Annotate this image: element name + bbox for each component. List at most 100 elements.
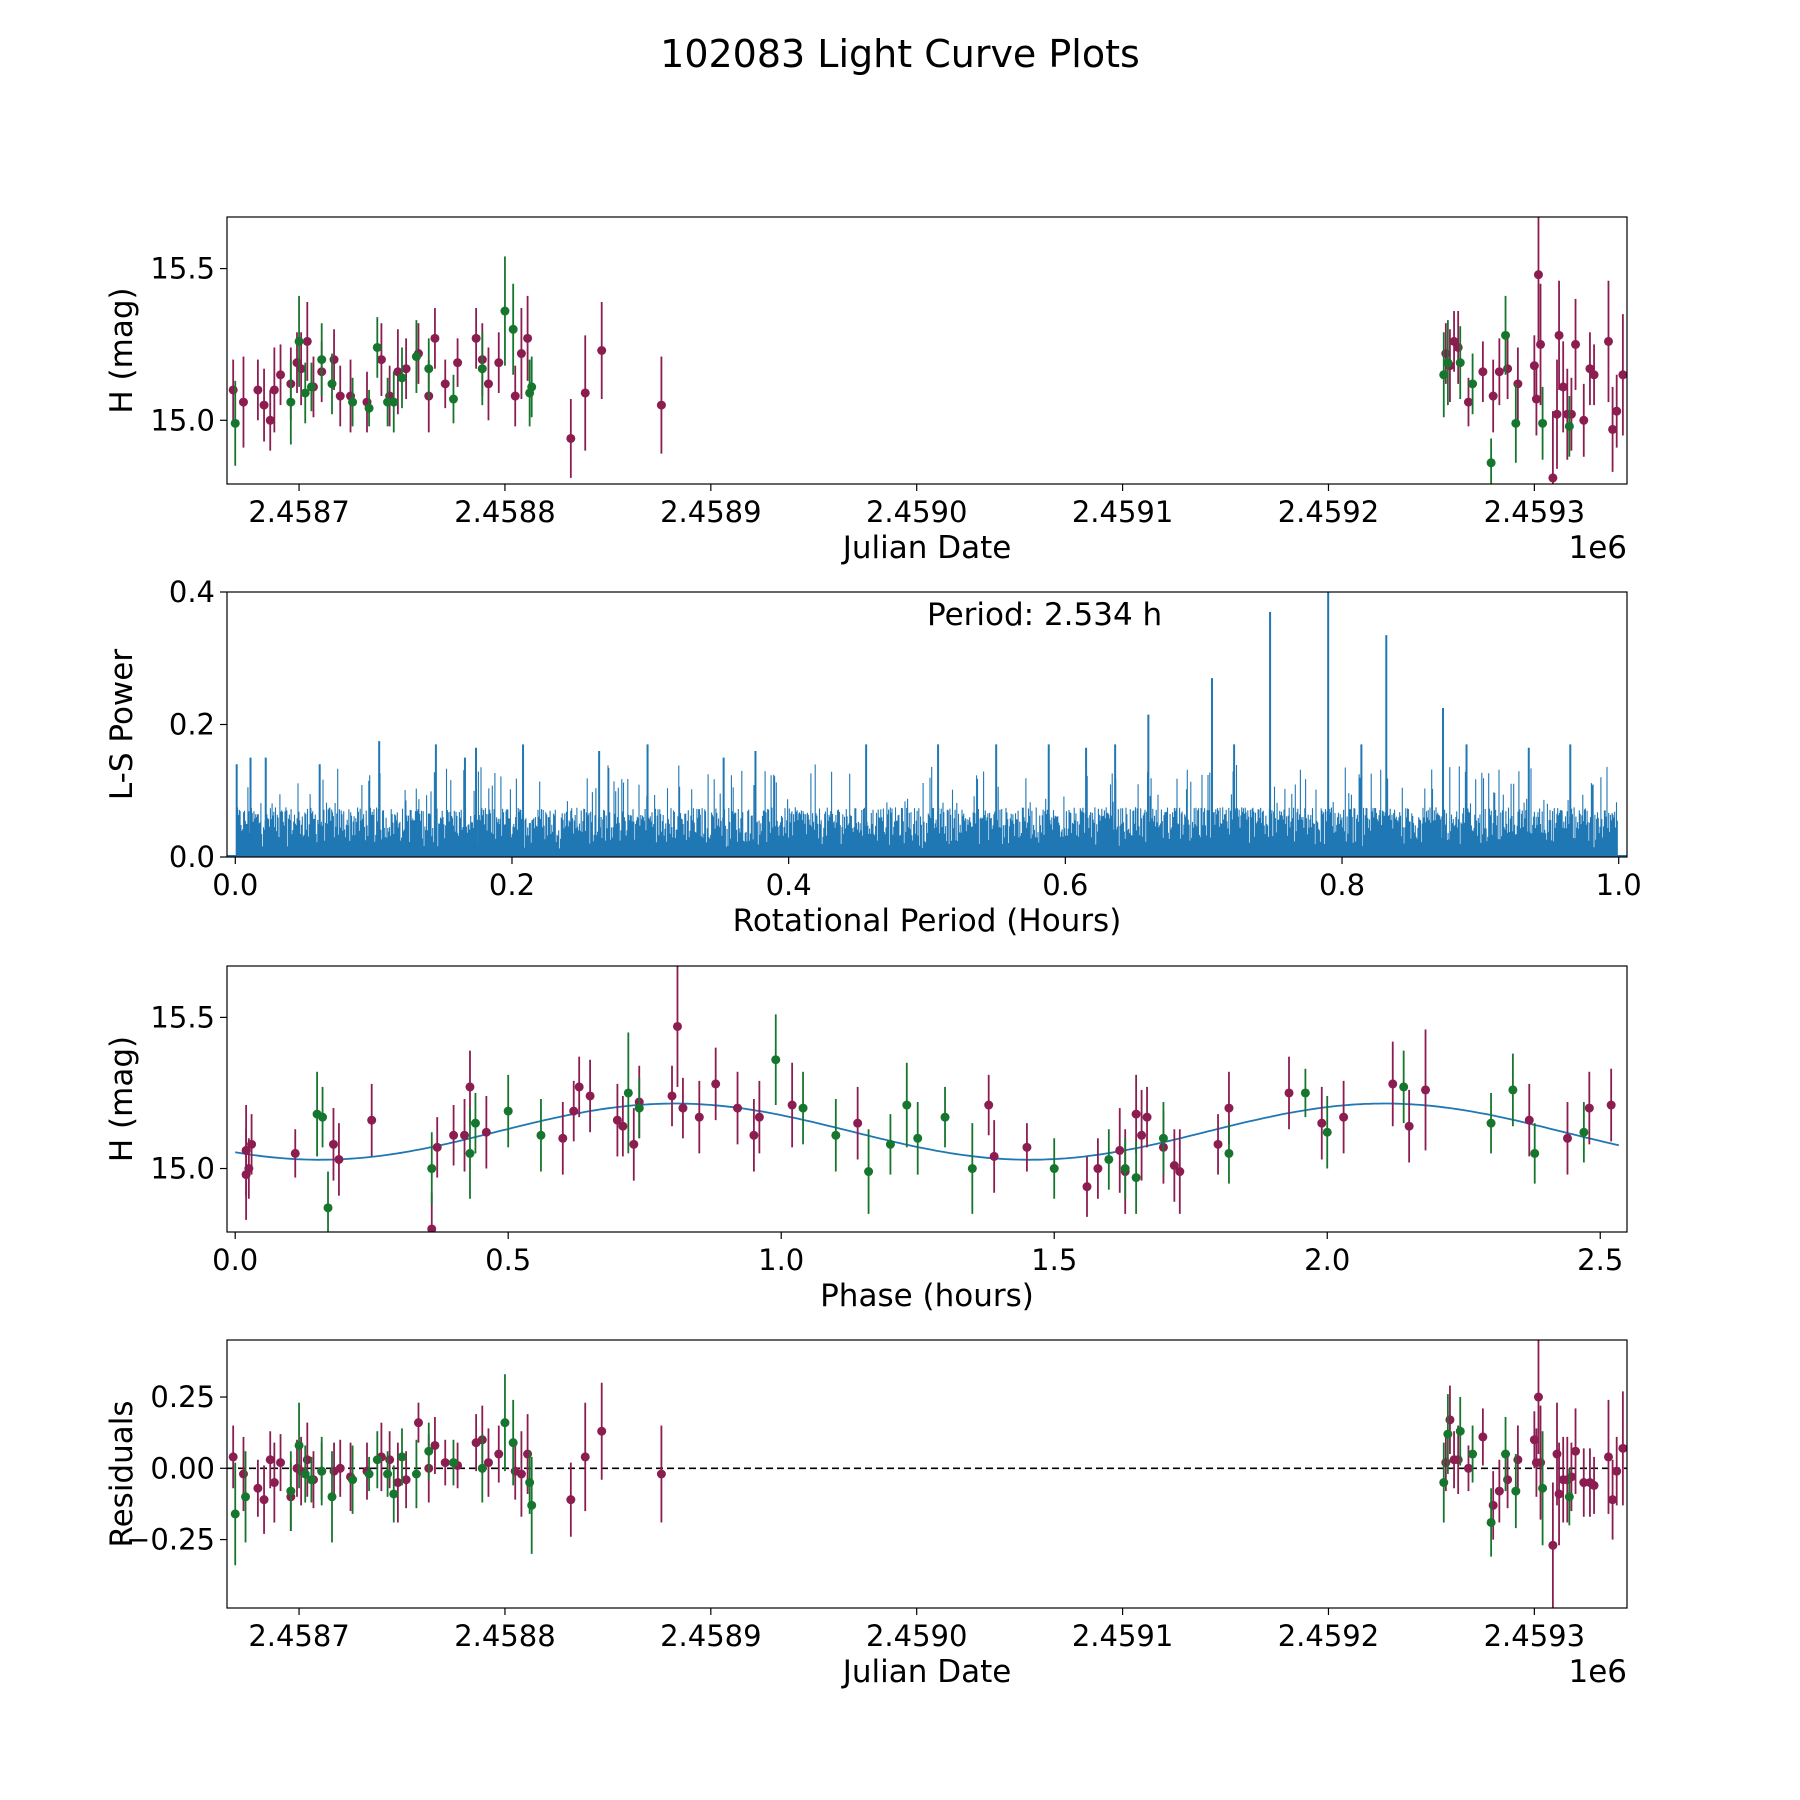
phased-point	[984, 1100, 994, 1110]
residuals-panel: 2.4587 2.4588 2.4589 2.4590 2.4591 2.4592 2.45…	[104, 1339, 1628, 1690]
phased-point	[1131, 1109, 1141, 1119]
lightcurve-point	[253, 385, 263, 395]
phased-point	[787, 1100, 797, 1110]
phased-point	[1131, 1173, 1141, 1183]
phased-point	[1388, 1079, 1398, 1089]
residuals-point	[230, 1509, 240, 1519]
lightcurve-xtick-label: 2.4590	[866, 495, 967, 529]
periodogram-xtick-label: 0.2	[489, 868, 535, 902]
residuals-series-green	[230, 1374, 1574, 1566]
residuals-point	[238, 1469, 248, 1479]
residuals-point	[1618, 1443, 1627, 1453]
phased-point	[1022, 1142, 1032, 1152]
periodogram-xtick-label: 1.0	[1596, 868, 1642, 902]
phased-point	[1399, 1082, 1409, 1092]
residuals-xtick-label: 2.4592	[1278, 1619, 1379, 1653]
residuals-point	[1478, 1432, 1488, 1442]
residuals-point	[241, 1492, 251, 1502]
residuals-point	[448, 1458, 458, 1468]
residuals-point	[1468, 1449, 1478, 1459]
residuals-point	[1564, 1492, 1574, 1502]
phased-point	[1530, 1148, 1540, 1158]
residuals-point	[1494, 1486, 1504, 1496]
period-annotation: Period: 2.534 h	[927, 597, 1162, 633]
lightcurve-point	[294, 336, 304, 346]
lightcurve-ytick-label: 15.5	[150, 252, 215, 286]
lightcurve-point	[1455, 358, 1465, 368]
periodogram-plot-area	[227, 592, 1627, 857]
phased-point	[1404, 1121, 1414, 1131]
lightcurve-ytick-label: 15.0	[150, 403, 215, 437]
phased-point	[465, 1148, 475, 1158]
phased-point	[618, 1121, 628, 1131]
lightcurve-point	[348, 397, 358, 407]
residuals-point	[1548, 1540, 1558, 1550]
lightcurve-xtick-label: 2.4589	[660, 495, 761, 529]
phased-point	[798, 1103, 808, 1113]
residuals-point	[597, 1426, 607, 1436]
lightcurve-point	[656, 400, 666, 410]
phased-point	[667, 1091, 677, 1101]
residuals-point	[1529, 1435, 1539, 1445]
residuals-point	[411, 1469, 421, 1479]
phased-point	[885, 1139, 895, 1149]
residuals-point	[516, 1469, 526, 1479]
phased-point	[749, 1130, 759, 1140]
residuals-point	[300, 1469, 310, 1479]
lightcurve-point	[500, 306, 510, 316]
phased-point	[771, 1055, 781, 1065]
residuals-point	[317, 1466, 327, 1476]
lightcurve-point	[327, 379, 337, 389]
phased-point	[465, 1082, 475, 1092]
residuals-point	[566, 1495, 576, 1505]
lightcurve-point	[1618, 370, 1627, 380]
residuals-point	[580, 1452, 590, 1462]
phased-xtick-label: 0.0	[212, 1243, 258, 1277]
phased-point	[913, 1133, 923, 1143]
lightcurve-series-green	[230, 256, 1574, 484]
lightcurve-point	[1501, 330, 1511, 340]
phased-point	[1093, 1164, 1103, 1174]
lightcurve-point	[401, 364, 411, 374]
phased-point	[1584, 1103, 1594, 1113]
lightcurve-point	[1533, 270, 1543, 280]
phased-point	[694, 1112, 704, 1122]
phased-xtick-label: 1.5	[1031, 1243, 1077, 1277]
residuals-point	[393, 1478, 403, 1488]
phased-point	[1175, 1167, 1185, 1177]
residuals-point	[430, 1440, 440, 1450]
residuals-point	[656, 1469, 666, 1479]
residuals-point	[348, 1475, 358, 1485]
lightcurve-point	[397, 373, 407, 383]
phased-xlabel: Phase (hours)	[820, 1278, 1034, 1314]
periodogram-ylabel: L-S Power	[104, 649, 140, 800]
phased-point	[470, 1118, 480, 1128]
residuals-offset-text: 1e6	[1568, 1654, 1627, 1690]
lightcurve-point	[494, 358, 504, 368]
phased-point	[328, 1139, 338, 1149]
phased-point	[967, 1164, 977, 1174]
lightcurve-point	[1453, 342, 1463, 352]
residuals-point	[1603, 1452, 1613, 1462]
lightcurve-point	[1558, 382, 1568, 392]
lightcurve-point	[424, 364, 434, 374]
phased-point	[1579, 1127, 1589, 1137]
lightcurve-point	[430, 333, 440, 343]
phased-point	[569, 1106, 579, 1116]
lightcurve-point	[376, 355, 386, 365]
lightcurve-point	[300, 388, 310, 398]
residuals-point	[477, 1463, 487, 1473]
phased-point	[1082, 1182, 1092, 1192]
residuals-point	[413, 1418, 423, 1428]
periodogram-xtick-label: 0.6	[1042, 868, 1088, 902]
lightcurve-xlabel: Julian Date	[841, 530, 1012, 566]
lightcurve-point	[1529, 361, 1539, 371]
phased-point	[558, 1133, 568, 1143]
lightcurve-point	[1531, 394, 1541, 404]
phased-point	[623, 1088, 633, 1098]
lightcurve-ylabel: H (mag)	[104, 287, 140, 413]
phased-point	[427, 1224, 437, 1232]
lightcurve-point	[1443, 358, 1453, 368]
lightcurve-point	[383, 397, 393, 407]
